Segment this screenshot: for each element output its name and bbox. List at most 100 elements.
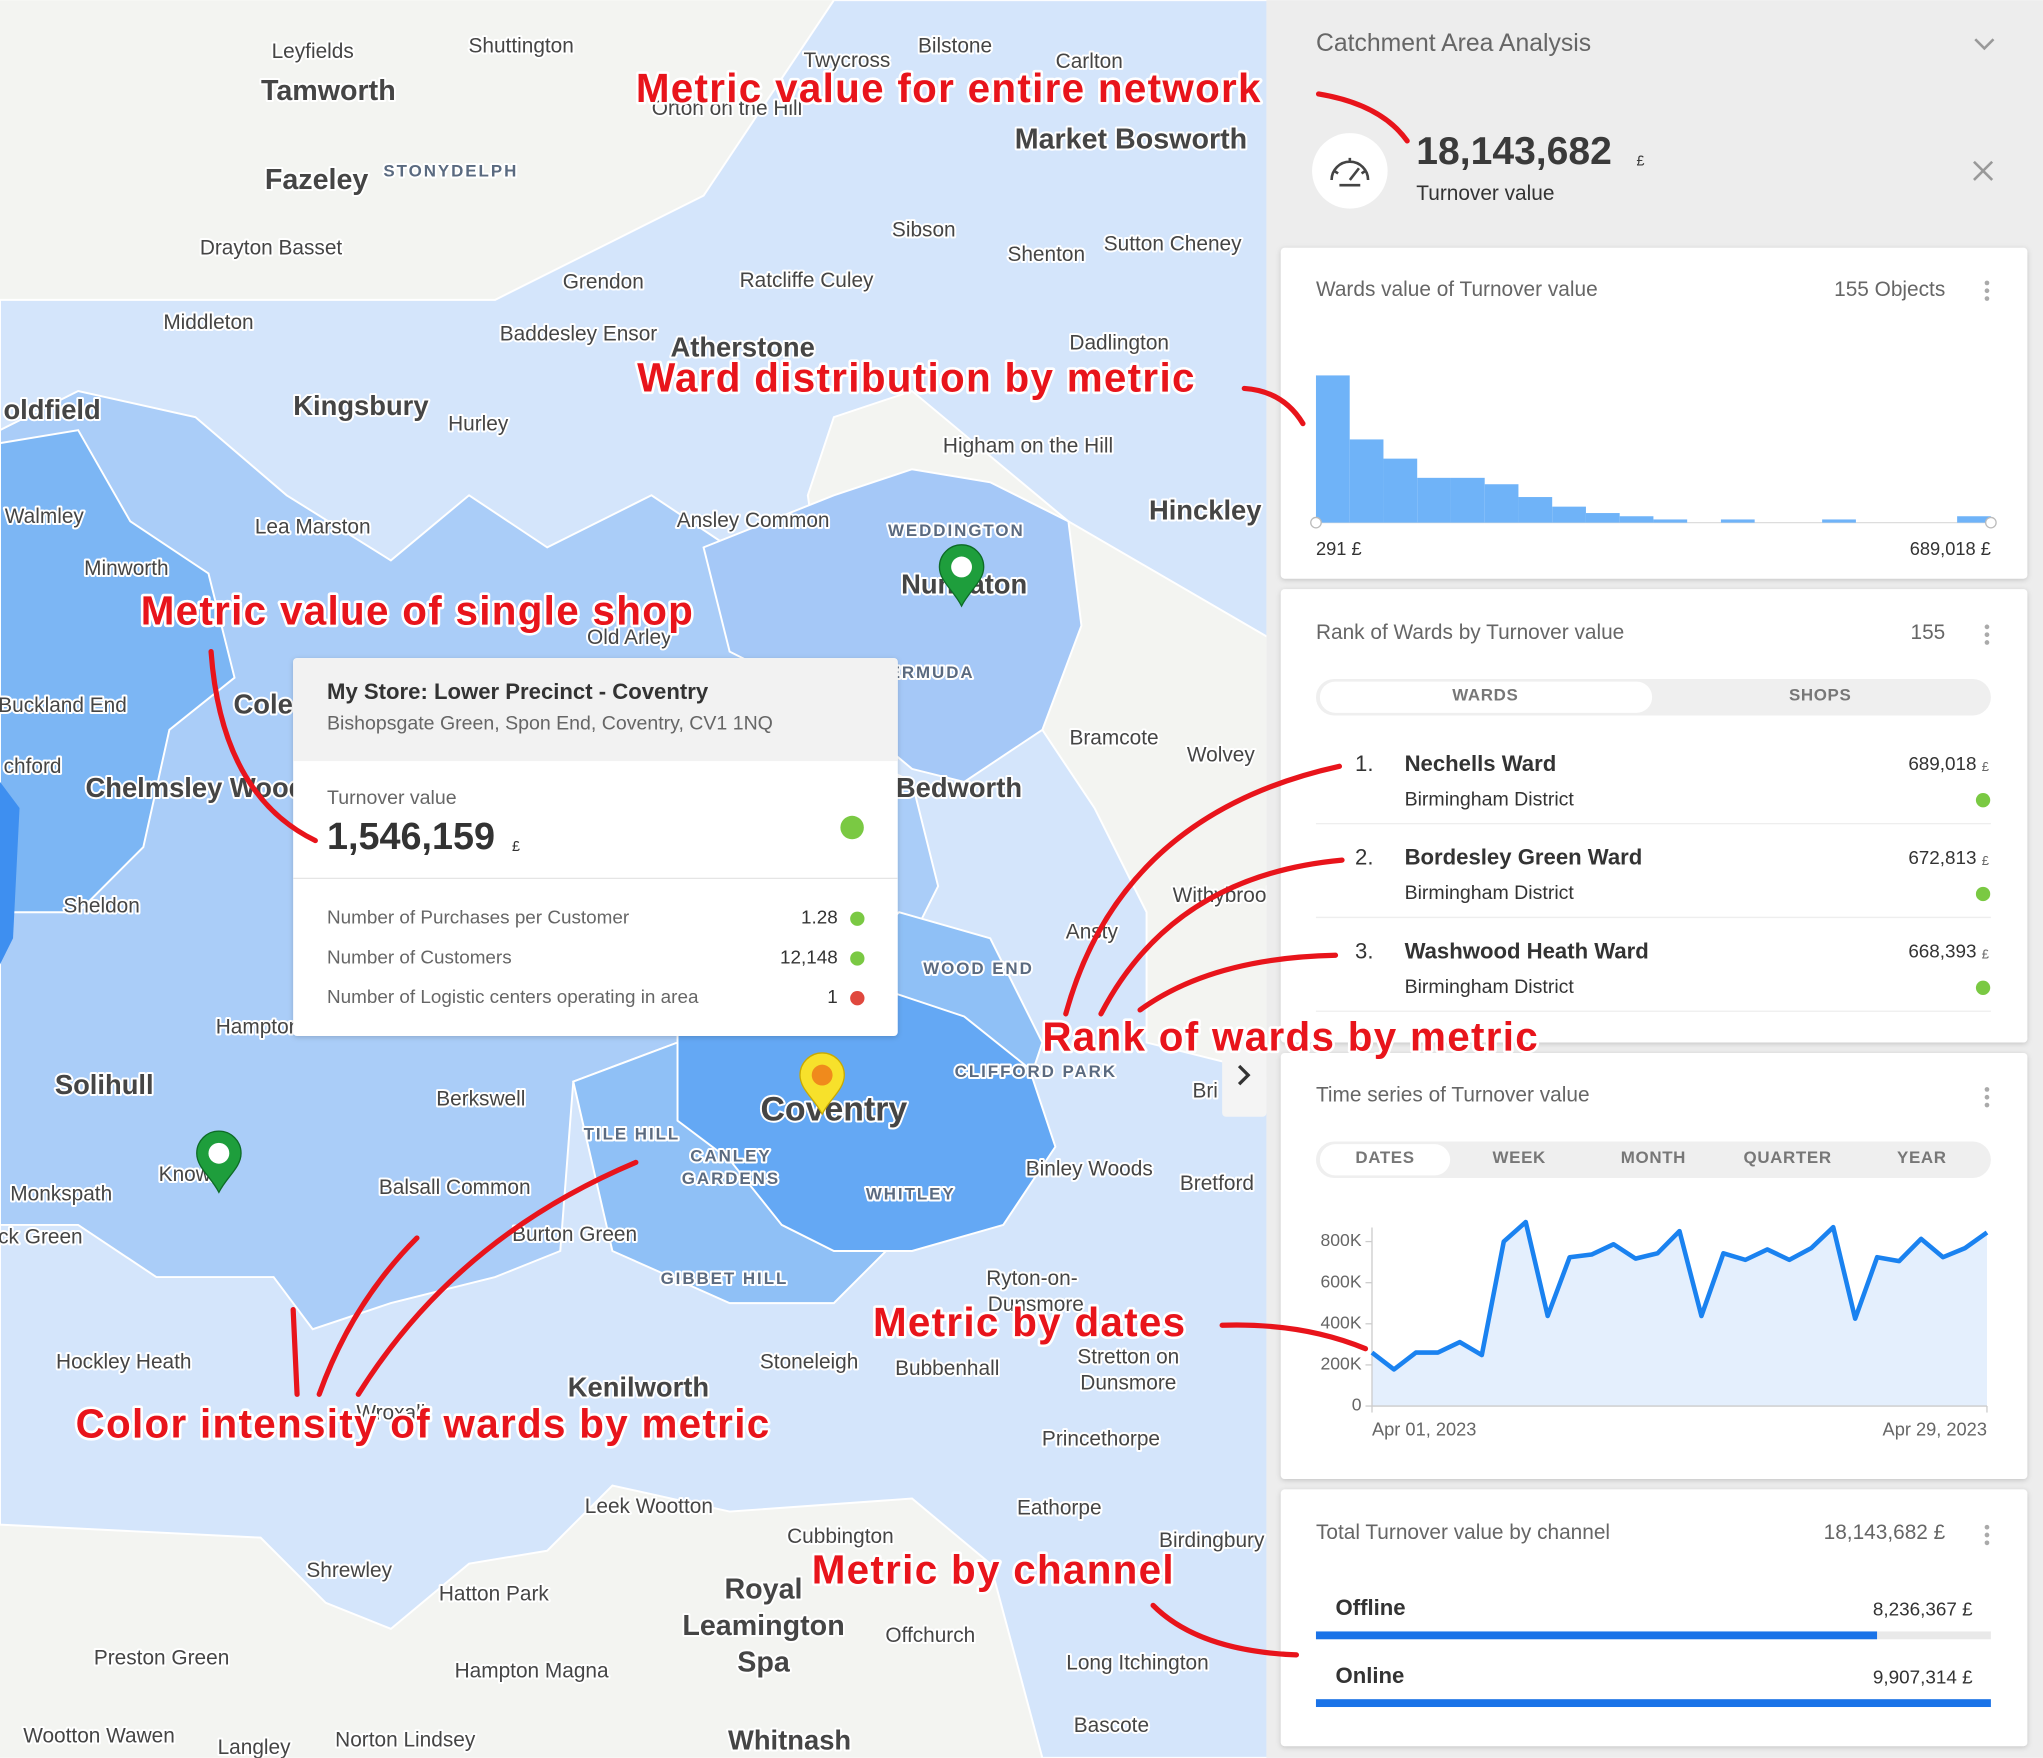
- pin-dot: [811, 1064, 833, 1086]
- place-label: Sheldon: [63, 895, 139, 918]
- place-label: Berkswell: [436, 1087, 525, 1110]
- place-label: Bilstone: [918, 35, 992, 58]
- histogram-bar: [1518, 497, 1553, 523]
- card: [1280, 1489, 2028, 1747]
- place-label: Bramcote: [1069, 726, 1158, 749]
- histogram-bar: [1585, 513, 1620, 523]
- place-labels: Leyfields Shuttington Twycross Bilstone Carl…: [0, 33, 1266, 1758]
- panel-title: Catchment Area Analysis: [1316, 30, 1591, 57]
- panel-toggle[interactable]: [1222, 1049, 1267, 1117]
- network-metric-label: Turnover value: [1416, 182, 1554, 205]
- ward-status: [1975, 980, 1991, 995]
- place-label: Langley: [218, 1736, 292, 1758]
- tab-label: YEAR: [1897, 1148, 1947, 1167]
- tab-label: MONTH: [1621, 1148, 1686, 1167]
- card-menu[interactable]: [1984, 1087, 1990, 1108]
- place-label: GARDENS: [682, 1169, 780, 1188]
- range-handle: [1985, 516, 1997, 529]
- metric-currency: £: [512, 839, 520, 855]
- place-label: ERMUDA: [889, 663, 975, 682]
- row-value: 1: [827, 987, 838, 1008]
- place-label: Offchurch: [885, 1624, 975, 1647]
- pin-dot: [951, 556, 972, 578]
- shop-pin[interactable]: [938, 544, 985, 608]
- place-label: Leek Wootton: [585, 1495, 713, 1518]
- annotation: Color intensity of wards by metric: [76, 1401, 771, 1447]
- place-label: Dunsmore: [1080, 1371, 1176, 1394]
- close-button[interactable]: [1973, 160, 1994, 181]
- ward-currency: £: [1982, 853, 1990, 868]
- card-total: 18,143,682 £: [1824, 1521, 1946, 1544]
- annotation: Rank of wards by metric: [1042, 1014, 1539, 1060]
- tab-label: WARDS: [1452, 685, 1518, 704]
- time-series-chart: 0 200K 400K 600K 800K Apr 01, 2023 Apr 29, 202…: [1321, 1219, 1989, 1440]
- network-currency: £: [1636, 154, 1644, 170]
- range-handle: [1310, 516, 1322, 529]
- annotation-curve: [316, 1235, 420, 1397]
- pin-dot: [208, 1142, 230, 1164]
- channel-value: 9,907,314 £: [1873, 1667, 1973, 1688]
- y-tick-label: 400K: [1321, 1312, 1362, 1332]
- place-label: Baddesley Ensor: [500, 323, 658, 346]
- place-label: TILE HILL: [584, 1124, 681, 1143]
- histogram: 291 £ 689,018 £: [1310, 375, 1997, 559]
- place-label: Cubbington: [787, 1525, 894, 1548]
- place-label: Drayton Basset: [200, 237, 343, 260]
- place-label: WOOD END: [923, 959, 1034, 978]
- place-label: Atherstone: [670, 332, 814, 363]
- card-menu[interactable]: [1984, 1524, 1990, 1546]
- place-label: Bedworth: [896, 772, 1022, 803]
- gauge-glyph: [1330, 157, 1370, 187]
- rank-number: 3.: [1355, 938, 1373, 963]
- place-label: Wroxall: [356, 1401, 425, 1424]
- card-menu[interactable]: [1984, 280, 1990, 301]
- ward-district: Birmingham District: [1405, 882, 1575, 904]
- x-tick-label: Apr 29, 2023: [1883, 1419, 1987, 1440]
- line: [1370, 1219, 1989, 1372]
- ward-region: [0, 429, 236, 914]
- card-menu[interactable]: [1984, 624, 1990, 645]
- place-label: Spa: [737, 1647, 791, 1679]
- place-label: Buckland End: [0, 694, 127, 717]
- row-status: [850, 911, 865, 926]
- place-label: chford: [4, 755, 62, 778]
- place-label: Long Itchington: [1066, 1652, 1208, 1675]
- place-label: Old Arley: [587, 626, 672, 649]
- place-label: Royal: [724, 1574, 802, 1606]
- map[interactable]: Leyfields Shuttington Twycross Bilstone Carl…: [0, 0, 1277, 1758]
- place-label: Whitnash: [728, 1724, 851, 1755]
- place-label: Twycross: [804, 49, 891, 72]
- card-count: 155: [1911, 621, 1946, 644]
- annotation-curve: [208, 649, 318, 844]
- place-label: Hinckley: [1149, 494, 1262, 525]
- place-label: CLIFFORD PARK: [955, 1062, 1117, 1081]
- ward-value: 689,018: [1908, 754, 1976, 775]
- rank-number: 2.: [1355, 845, 1373, 870]
- place-label: Burton Green: [512, 1223, 637, 1246]
- place-label: Binley Woods: [1026, 1158, 1153, 1181]
- popup-header: [293, 658, 898, 762]
- shop-pin[interactable]: [196, 1130, 242, 1194]
- place-label: Sibson: [892, 218, 956, 241]
- place-label: Shenton: [1007, 243, 1085, 266]
- place-label: Carlton: [1056, 50, 1123, 73]
- annotation-curve: [355, 1159, 639, 1397]
- ward-currency: £: [1982, 759, 1990, 774]
- place-label: Sutton Cheney: [1104, 233, 1242, 256]
- annotation-curve: [290, 1307, 300, 1397]
- status-dot: [840, 815, 864, 840]
- annotation: Metric by dates: [873, 1299, 1187, 1345]
- tab-label: DATES: [1355, 1148, 1414, 1167]
- histogram-bar: [1552, 506, 1586, 523]
- place-label: Hampton: [216, 1016, 301, 1039]
- place-label: Stoneleigh: [760, 1351, 858, 1374]
- channel-bars: Offline 8,236,367 £ Online 9,907,314 £: [1315, 1595, 1991, 1708]
- ward-value: 672,813: [1908, 848, 1976, 869]
- place-label: WEDDINGTON: [888, 521, 1025, 540]
- collapse-chevron[interactable]: [1974, 38, 1995, 51]
- place-label: Princethorpe: [1042, 1427, 1160, 1450]
- histogram-bar: [1822, 519, 1856, 523]
- place-label: Higham on the Hill: [943, 435, 1113, 458]
- selected-shop-pin[interactable]: [799, 1052, 845, 1116]
